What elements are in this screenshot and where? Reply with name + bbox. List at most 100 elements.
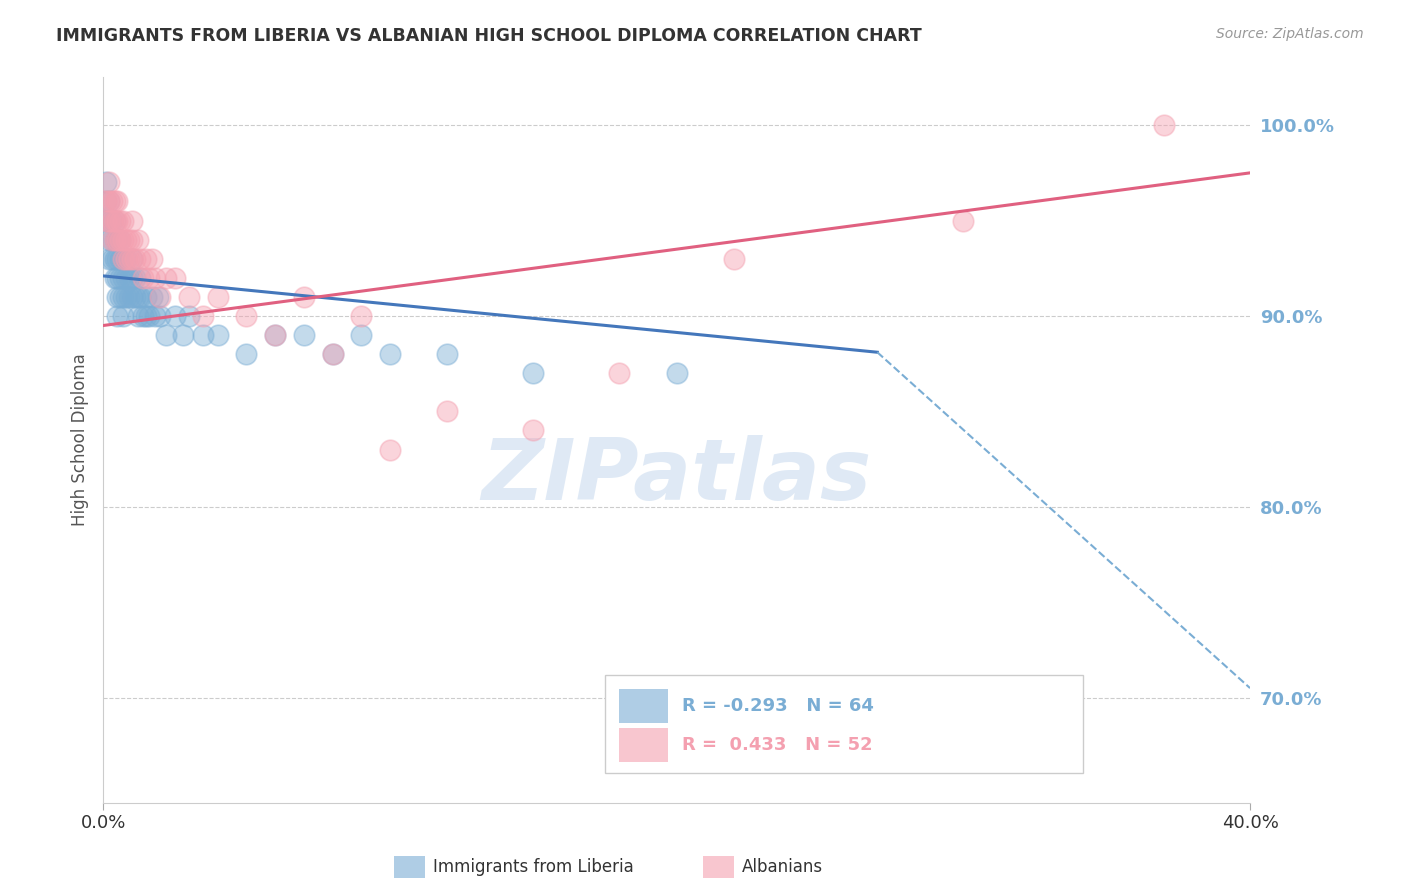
- Point: [138, 309, 160, 323]
- Point: [104, 194, 127, 209]
- Point: [97, 233, 120, 247]
- Point: [135, 309, 157, 323]
- Point: [107, 194, 129, 209]
- Point: [115, 252, 138, 266]
- Point: [129, 290, 152, 304]
- Point: [97, 213, 120, 227]
- Point: [121, 233, 143, 247]
- Point: [110, 252, 132, 266]
- Point: [104, 252, 127, 266]
- Point: [115, 270, 138, 285]
- Point: [723, 252, 745, 266]
- Point: [607, 366, 630, 380]
- Point: [115, 252, 138, 266]
- Point: [100, 213, 122, 227]
- Point: [112, 213, 135, 227]
- Point: [121, 252, 143, 266]
- Point: [264, 328, 287, 343]
- Point: [135, 290, 157, 304]
- Point: [155, 328, 177, 343]
- Text: R = -0.293   N = 64: R = -0.293 N = 64: [682, 697, 873, 714]
- Point: [104, 233, 127, 247]
- Point: [110, 233, 132, 247]
- Point: [378, 442, 401, 457]
- Point: [104, 213, 127, 227]
- Point: [97, 175, 120, 189]
- Text: IMMIGRANTS FROM LIBERIA VS ALBANIAN HIGH SCHOOL DIPLOMA CORRELATION CHART: IMMIGRANTS FROM LIBERIA VS ALBANIAN HIGH…: [56, 27, 922, 45]
- Point: [100, 233, 122, 247]
- Point: [118, 233, 141, 247]
- Text: Source: ZipAtlas.com: Source: ZipAtlas.com: [1216, 27, 1364, 41]
- Point: [141, 290, 163, 304]
- Point: [94, 194, 117, 209]
- Point: [100, 213, 122, 227]
- Point: [292, 328, 315, 343]
- Point: [112, 252, 135, 266]
- Point: [321, 347, 343, 361]
- Point: [107, 233, 129, 247]
- Point: [104, 270, 127, 285]
- Point: [292, 290, 315, 304]
- Point: [1153, 118, 1175, 132]
- Point: [110, 290, 132, 304]
- Point: [264, 328, 287, 343]
- Point: [110, 233, 132, 247]
- Point: [207, 328, 229, 343]
- Point: [163, 270, 186, 285]
- Point: [350, 328, 373, 343]
- Point: [110, 213, 132, 227]
- Point: [235, 347, 257, 361]
- Text: Immigrants from Liberia: Immigrants from Liberia: [433, 858, 634, 876]
- Point: [163, 309, 186, 323]
- Point: [107, 290, 129, 304]
- Point: [124, 252, 146, 266]
- Point: [132, 309, 155, 323]
- Text: R =  0.433   N = 52: R = 0.433 N = 52: [682, 736, 873, 754]
- Point: [94, 194, 117, 209]
- Point: [127, 309, 149, 323]
- Point: [378, 347, 401, 361]
- Point: [118, 290, 141, 304]
- Point: [121, 213, 143, 227]
- Point: [97, 194, 120, 209]
- Point: [107, 233, 129, 247]
- Point: [107, 252, 129, 266]
- Point: [141, 252, 163, 266]
- Point: [193, 328, 215, 343]
- Point: [112, 233, 135, 247]
- Point: [121, 270, 143, 285]
- Point: [155, 270, 177, 285]
- Point: [97, 194, 120, 209]
- Point: [100, 252, 122, 266]
- Point: [121, 290, 143, 304]
- Point: [436, 404, 458, 418]
- Y-axis label: High School Diploma: High School Diploma: [72, 353, 89, 526]
- Text: Albanians: Albanians: [742, 858, 824, 876]
- Point: [97, 252, 120, 266]
- Text: ZIPatlas: ZIPatlas: [481, 434, 872, 517]
- Point: [118, 252, 141, 266]
- Point: [107, 270, 129, 285]
- Point: [665, 366, 688, 380]
- Point: [121, 252, 143, 266]
- Point: [127, 290, 149, 304]
- Point: [193, 309, 215, 323]
- Point: [235, 309, 257, 323]
- Point: [100, 233, 122, 247]
- Point: [110, 270, 132, 285]
- Point: [172, 328, 194, 343]
- Point: [127, 233, 149, 247]
- Point: [143, 309, 166, 323]
- Point: [952, 213, 974, 227]
- Point: [115, 290, 138, 304]
- Point: [124, 270, 146, 285]
- Point: [100, 194, 122, 209]
- Point: [97, 213, 120, 227]
- Point: [107, 213, 129, 227]
- Point: [129, 270, 152, 285]
- Point: [115, 233, 138, 247]
- Point: [112, 290, 135, 304]
- Point: [149, 290, 172, 304]
- Point: [522, 366, 544, 380]
- Point: [94, 175, 117, 189]
